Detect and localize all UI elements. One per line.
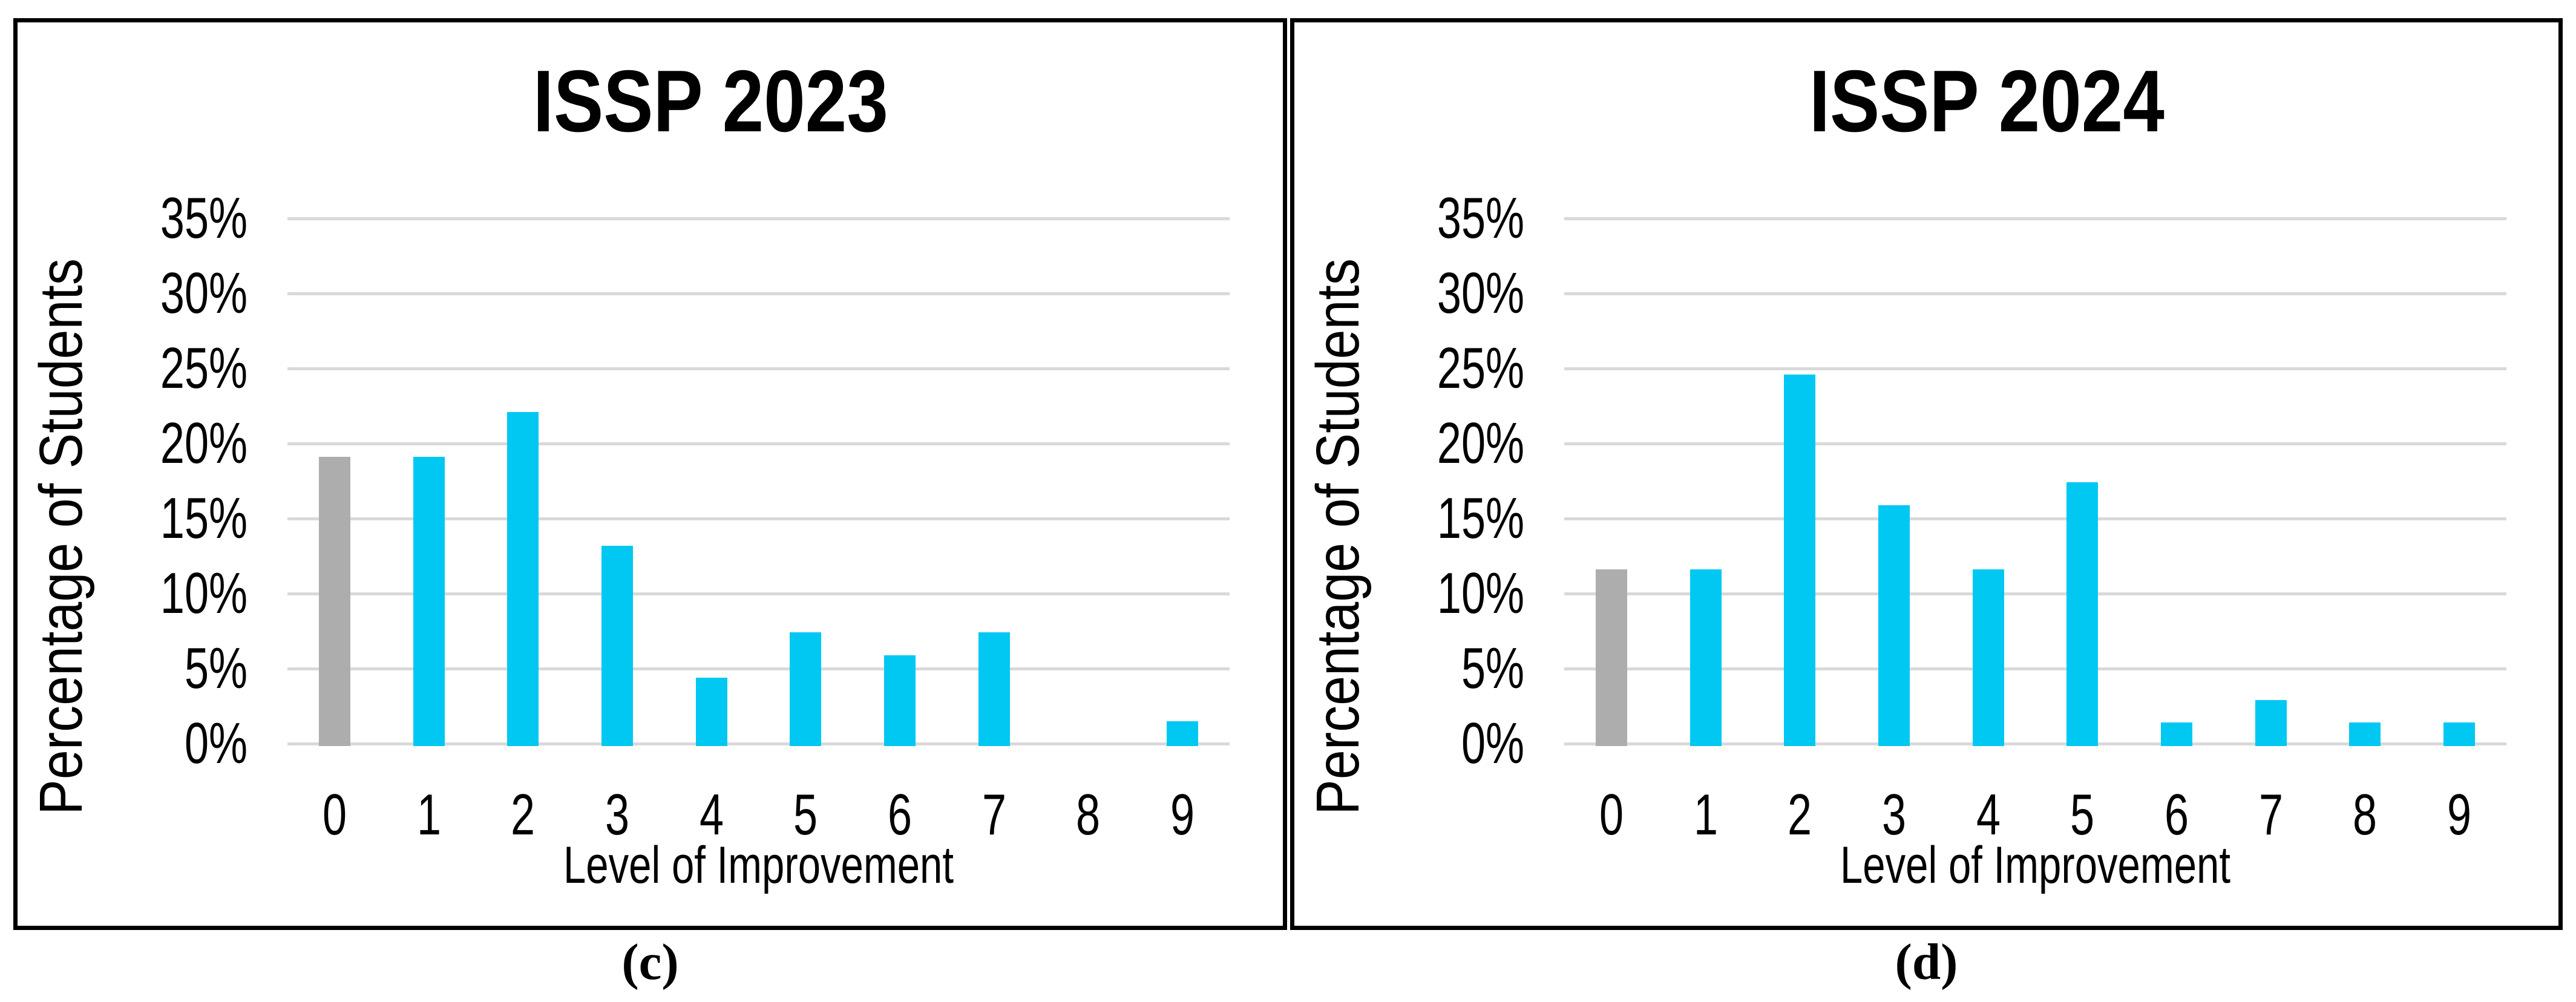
x-tick-label: 5 — [793, 782, 818, 847]
y-tick-label: 30% — [1437, 261, 1524, 326]
gridline — [1564, 292, 2506, 295]
bar — [601, 546, 633, 746]
x-tick-label: 2 — [510, 782, 536, 847]
bar — [1973, 569, 2004, 746]
bar — [2066, 482, 2098, 746]
bar — [1784, 375, 1815, 746]
y-tick-label: 20% — [1437, 411, 1524, 476]
chart-title: ISSP 2024 — [1294, 57, 2558, 145]
y-tick-label: 20% — [160, 411, 247, 476]
gridline — [287, 592, 1230, 595]
y-tick-label: 35% — [1437, 186, 1524, 250]
chart-panel-issp-2023: ISSP 2023 Percentage of Students Level o… — [13, 18, 1287, 930]
bar — [319, 457, 350, 746]
gridline — [287, 667, 1230, 670]
gridline — [1564, 667, 2506, 670]
y-tick-label: 10% — [160, 561, 247, 626]
bar — [884, 655, 916, 746]
bar — [413, 457, 445, 746]
x-axis-title-text: Level of Improvement — [1840, 836, 2231, 894]
x-tick-label: 4 — [1976, 782, 2001, 847]
y-tick-label: 0% — [184, 711, 247, 776]
bar — [978, 632, 1010, 746]
x-tick-label: 0 — [1599, 782, 1624, 847]
bar — [2161, 722, 2192, 746]
x-tick-label: 8 — [1075, 782, 1101, 847]
bar — [2443, 722, 2475, 746]
bar — [790, 632, 821, 746]
y-tick-label: 15% — [160, 486, 247, 551]
x-tick-label: 3 — [605, 782, 630, 847]
gridline — [287, 217, 1230, 220]
gridline — [1564, 442, 2506, 445]
x-tick-label: 8 — [2352, 782, 2378, 847]
x-tick-label: 5 — [2070, 782, 2095, 847]
x-tick-label: 3 — [1881, 782, 1907, 847]
chart-title: ISSP 2023 — [18, 57, 1283, 145]
chart-title-text: ISSP 2024 — [1809, 52, 2165, 150]
subfigure-caption-c: (c) — [621, 934, 679, 991]
gridline — [287, 442, 1230, 445]
y-tick-label: 25% — [160, 336, 247, 401]
bar — [2349, 722, 2381, 746]
bar — [1690, 569, 1722, 746]
x-tick-label: 7 — [2258, 782, 2284, 847]
gridline — [1564, 592, 2506, 595]
gridline — [1564, 742, 2506, 745]
y-tick-label: 25% — [1437, 336, 1524, 401]
chart-panel-issp-2024: ISSP 2024 Percentage of Students Level o… — [1290, 18, 2563, 930]
bar — [1167, 721, 1198, 746]
y-tick-label: 0% — [1461, 711, 1524, 776]
x-tick-label: 2 — [1787, 782, 1812, 847]
x-axis-title-text: Level of Improvement — [563, 836, 954, 894]
gridline — [1564, 517, 2506, 520]
y-tick-label: 10% — [1437, 561, 1524, 626]
subfigure-caption-d: (d) — [1895, 934, 1958, 991]
gridline — [1564, 217, 2506, 220]
x-tick-label: 1 — [416, 782, 442, 847]
x-tick-label: 9 — [1170, 782, 1195, 847]
x-tick-label: 6 — [887, 782, 913, 847]
gridline — [287, 292, 1230, 295]
bar — [1878, 505, 1910, 746]
x-tick-label: 9 — [2447, 782, 2472, 847]
gridline — [287, 367, 1230, 370]
y-tick-label: 5% — [1461, 636, 1524, 701]
y-tick-label: 15% — [1437, 486, 1524, 551]
x-tick-label: 6 — [2164, 782, 2189, 847]
chart-title-text: ISSP 2023 — [533, 52, 889, 150]
x-tick-label: 4 — [699, 782, 724, 847]
bar — [1596, 569, 1627, 746]
bar — [507, 412, 539, 746]
y-tick-label: 35% — [160, 186, 247, 250]
x-axis-title: Level of Improvement — [287, 839, 1230, 891]
x-tick-label: 1 — [1693, 782, 1719, 847]
y-tick-label: 30% — [160, 261, 247, 326]
gridline — [1564, 367, 2506, 370]
x-tick-label: 7 — [982, 782, 1007, 847]
bar — [2255, 700, 2287, 746]
gridline — [287, 517, 1230, 520]
gridline — [287, 742, 1230, 745]
x-axis-title: Level of Improvement — [1564, 839, 2506, 891]
bar — [696, 678, 727, 746]
x-tick-label: 0 — [322, 782, 347, 847]
y-tick-label: 5% — [184, 636, 247, 701]
